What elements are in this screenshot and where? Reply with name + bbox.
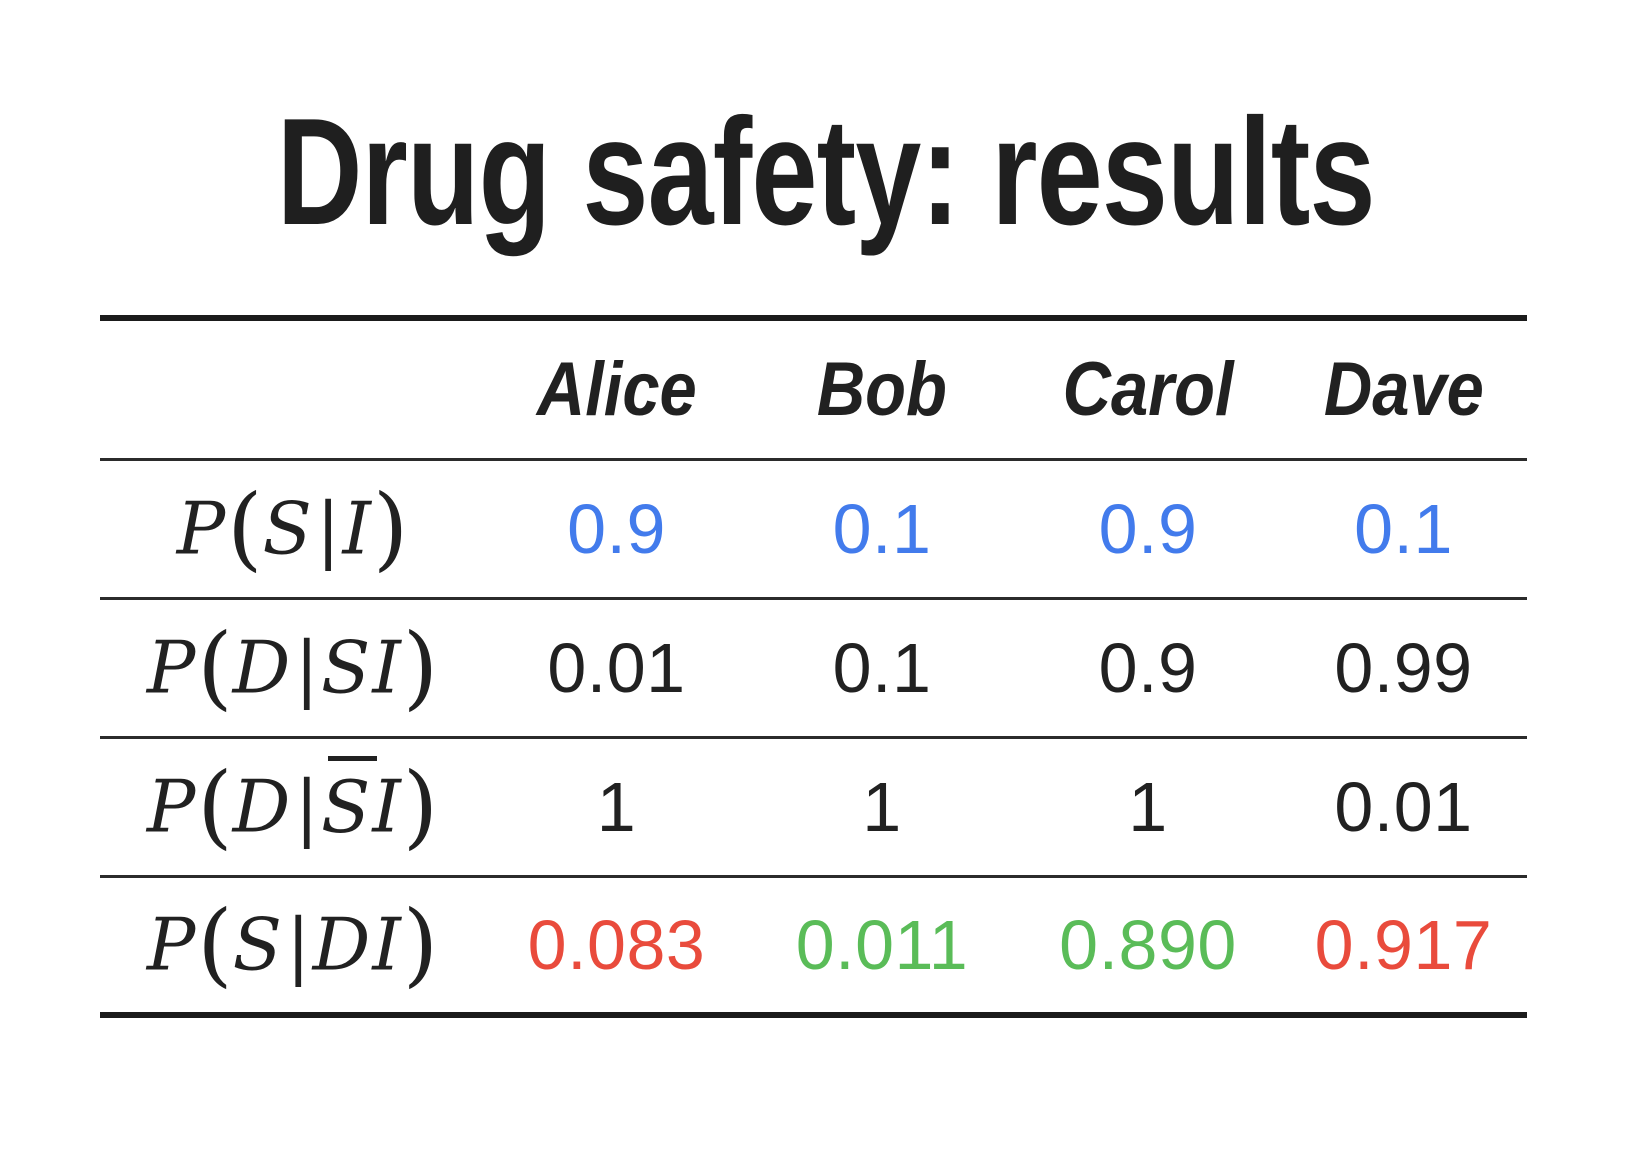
value-cell: 0.890 <box>1059 905 1237 984</box>
page-title-text: Drug safety: results <box>277 87 1376 257</box>
value-cell: 1 <box>862 767 902 846</box>
column-header-bob: Bob <box>748 318 1016 459</box>
row-label: P(D|SI) <box>146 754 439 859</box>
table-body: P(S|I) 0.9 0.1 0.9 0.1 P(D|SI) 0.01 0.1 0.9 0.99 P… <box>100 459 1527 1015</box>
value-cell: 0.9 <box>1098 628 1198 707</box>
corner-cell <box>100 318 485 459</box>
column-header-alice: Alice <box>485 318 748 459</box>
value-cell: 0.9 <box>567 489 666 568</box>
column-header-label: Bob <box>816 346 947 432</box>
value-cell: 0.1 <box>832 489 932 568</box>
table-row: P(S|I) 0.9 0.1 0.9 0.1 <box>100 459 1527 598</box>
column-header-label: Carol <box>1062 346 1234 432</box>
column-header-label: Alice <box>536 346 697 432</box>
results-table: Alice Bob Carol Dave P(S|I) 0.9 0.1 0.9 0.1 P(D|… <box>100 315 1527 1018</box>
column-header-label: Dave <box>1323 346 1484 432</box>
value-cell: 0.083 <box>527 905 706 984</box>
value-cell: 1 <box>1128 767 1168 846</box>
row-label: P(S|I) <box>176 476 409 581</box>
row-label: P(D|SI) <box>146 615 439 720</box>
value-cell: 0.1 <box>1354 489 1453 568</box>
value-cell: 1 <box>596 767 637 846</box>
value-cell: 0.1 <box>832 628 932 707</box>
column-header-carol: Carol <box>1016 318 1280 459</box>
table-row: P(S|DI) 0.083 0.011 0.890 0.917 <box>100 876 1527 1015</box>
page-title: Drug safety: results <box>0 90 1652 254</box>
value-cell: 0.9 <box>1098 489 1198 568</box>
value-cell: 0.01 <box>1334 767 1473 846</box>
table-row: P(D|SI) 1 1 1 0.01 <box>100 737 1527 876</box>
value-cell: 0.01 <box>547 628 686 707</box>
value-cell: 0.99 <box>1334 628 1473 707</box>
table-row: P(D|SI) 0.01 0.1 0.9 0.99 <box>100 598 1527 737</box>
column-header-dave: Dave <box>1280 318 1527 459</box>
header-row: Alice Bob Carol Dave <box>100 318 1527 459</box>
value-cell: 0.011 <box>795 905 969 984</box>
row-label: P(S|DI) <box>146 892 439 998</box>
value-cell: 0.917 <box>1314 905 1493 984</box>
